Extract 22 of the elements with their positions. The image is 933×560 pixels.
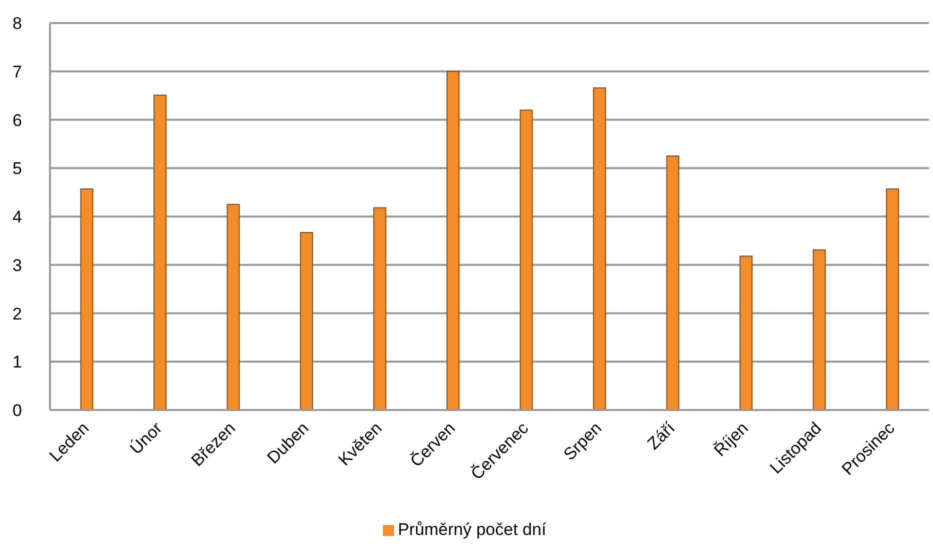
y-tick-label: 7 <box>12 62 22 82</box>
bar <box>154 94 167 410</box>
bar <box>446 70 460 410</box>
y-tick-label: 8 <box>12 14 22 34</box>
y-tick-label: 6 <box>12 110 22 130</box>
bar <box>886 188 900 410</box>
bar <box>812 249 826 410</box>
bar <box>80 188 94 410</box>
bar <box>593 87 606 410</box>
bar <box>740 256 753 410</box>
y-tick-label: 2 <box>12 304 22 324</box>
bar <box>520 110 533 410</box>
bar <box>373 207 386 410</box>
bar <box>226 204 240 410</box>
y-tick-label: 4 <box>12 208 22 227</box>
y-tick-label: 5 <box>12 159 22 178</box>
y-tick-label: 3 <box>12 256 22 275</box>
y-tick-label: 0 <box>12 401 22 420</box>
bar <box>300 232 314 410</box>
bar <box>666 156 680 410</box>
legend-label: Průměrný počet dní <box>396 520 546 540</box>
y-tick-label: 1 <box>12 352 22 372</box>
